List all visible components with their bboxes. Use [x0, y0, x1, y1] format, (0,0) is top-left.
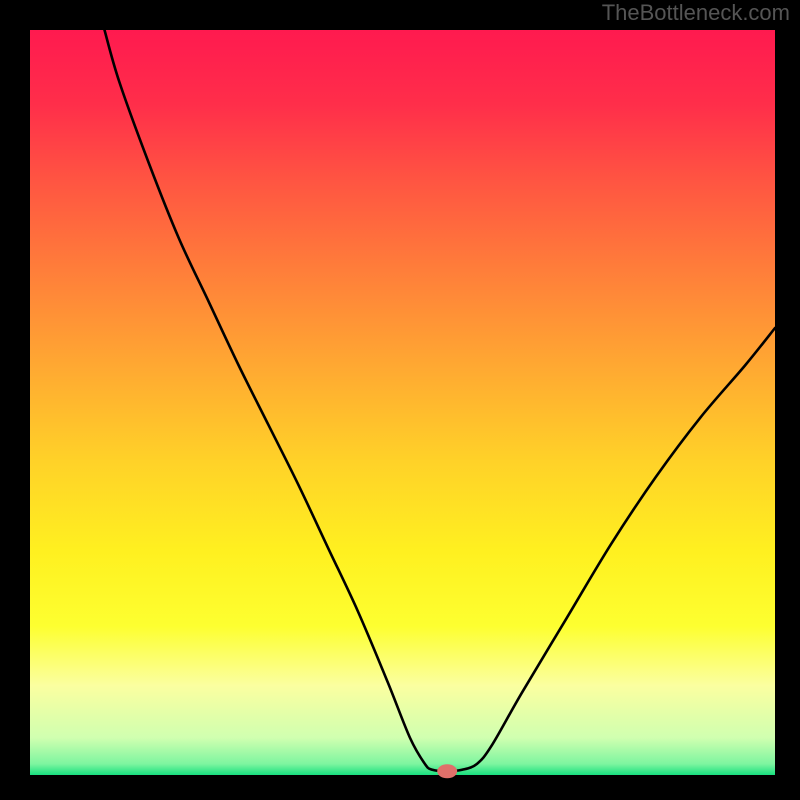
bottleneck-chart	[0, 0, 800, 800]
watermark-text: TheBottleneck.com	[602, 0, 790, 26]
minimum-marker	[437, 764, 457, 778]
chart-frame: { "watermark": { "text": "TheBottleneck.…	[0, 0, 800, 800]
